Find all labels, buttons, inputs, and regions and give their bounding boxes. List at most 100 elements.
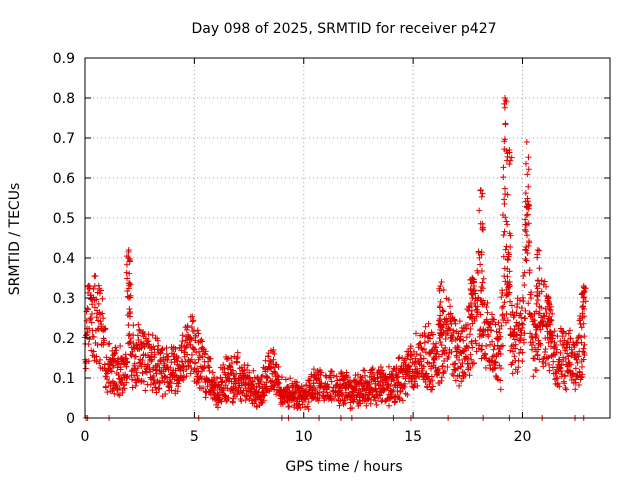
data-point: [484, 309, 491, 316]
data-point: [579, 348, 586, 355]
data-point: [112, 344, 119, 351]
data-point: [149, 387, 156, 394]
data-point: [467, 351, 474, 358]
data-point: [218, 398, 225, 405]
data-point: [207, 355, 214, 362]
data-point: [541, 278, 548, 285]
data-point: [572, 386, 579, 393]
data-point: [109, 347, 116, 354]
data-point: [469, 275, 476, 281]
data-point: [217, 374, 224, 381]
data-point: [564, 350, 571, 357]
data-point: [386, 402, 393, 409]
data-point: [501, 136, 508, 143]
y-axis-label: SRMTID / TECUs: [7, 183, 23, 296]
data-point: [264, 374, 271, 381]
data-point: [559, 329, 566, 336]
data-point: [260, 397, 267, 404]
data-point: [525, 154, 532, 161]
data-point: [449, 333, 456, 340]
data-point: [467, 313, 474, 320]
data-point: [521, 282, 528, 289]
data-point: [565, 339, 572, 346]
data-point: [420, 355, 427, 362]
data-point: [565, 330, 572, 337]
data-point: [434, 348, 441, 355]
data-point: [564, 363, 571, 370]
data-point: [246, 369, 253, 376]
data-point: [496, 346, 503, 353]
data-point: [576, 368, 583, 375]
data-point: [507, 347, 514, 354]
data-point: [513, 319, 520, 326]
data-point: [278, 374, 285, 381]
data-point: [189, 318, 196, 325]
data-point: [534, 293, 541, 300]
data-point: [214, 375, 221, 382]
data-point: [151, 376, 158, 383]
data-point: [536, 247, 543, 254]
data-point: [517, 310, 524, 317]
data-point: [483, 304, 490, 311]
data-point: [97, 287, 104, 294]
data-point: [525, 300, 532, 307]
data-point: [436, 287, 443, 294]
data-point: [516, 337, 523, 344]
data-point: [94, 341, 101, 348]
data-point: [197, 373, 204, 380]
data-point: [501, 185, 508, 192]
data-point: [538, 288, 545, 295]
data-point: [190, 317, 197, 324]
data-point: [507, 232, 514, 239]
data-point: [196, 352, 203, 359]
data-point: [164, 356, 171, 363]
data-point: [104, 376, 111, 383]
data-point: [536, 280, 543, 287]
data-point: [127, 308, 134, 315]
data-point: [413, 375, 420, 382]
data-point: [445, 354, 452, 361]
data-point: [328, 378, 335, 385]
data-point: [404, 391, 411, 398]
data-point: [533, 300, 540, 307]
data-point: [521, 330, 528, 337]
y-tick-label: 0.8: [53, 91, 75, 107]
data-point: [124, 373, 131, 380]
data-point: [88, 311, 95, 318]
data-point: [484, 299, 491, 306]
data-point: [509, 348, 516, 355]
data-point: [104, 389, 111, 396]
data-point: [503, 243, 510, 250]
data-point: [194, 365, 201, 372]
data-point: [85, 341, 92, 348]
data-point: [310, 380, 317, 387]
data-point: [125, 285, 132, 292]
data-point: [519, 325, 526, 332]
data-point: [493, 328, 500, 335]
data-point: [568, 361, 575, 368]
data-point: [450, 372, 457, 379]
data-point: [499, 212, 506, 219]
data-point: [360, 385, 367, 392]
data-point: [178, 342, 185, 349]
data-point: [534, 351, 541, 358]
data-point: [497, 350, 504, 357]
data-point: [523, 247, 530, 254]
data-point: [405, 348, 412, 355]
data-point: [199, 338, 206, 345]
x-tick-labels: 0 5 10 15 20: [81, 429, 532, 445]
data-point: [428, 386, 435, 393]
data-point: [499, 342, 506, 349]
data-point: [550, 358, 557, 365]
data-point: [542, 348, 549, 355]
data-point: [423, 371, 430, 378]
data-point: [579, 310, 586, 317]
data-point: [282, 376, 289, 383]
data-point: [514, 331, 521, 338]
data-point: [445, 325, 452, 332]
data-point: [428, 365, 435, 372]
data-point: [513, 309, 520, 316]
data-point: [572, 379, 579, 386]
data-point: [327, 393, 334, 400]
